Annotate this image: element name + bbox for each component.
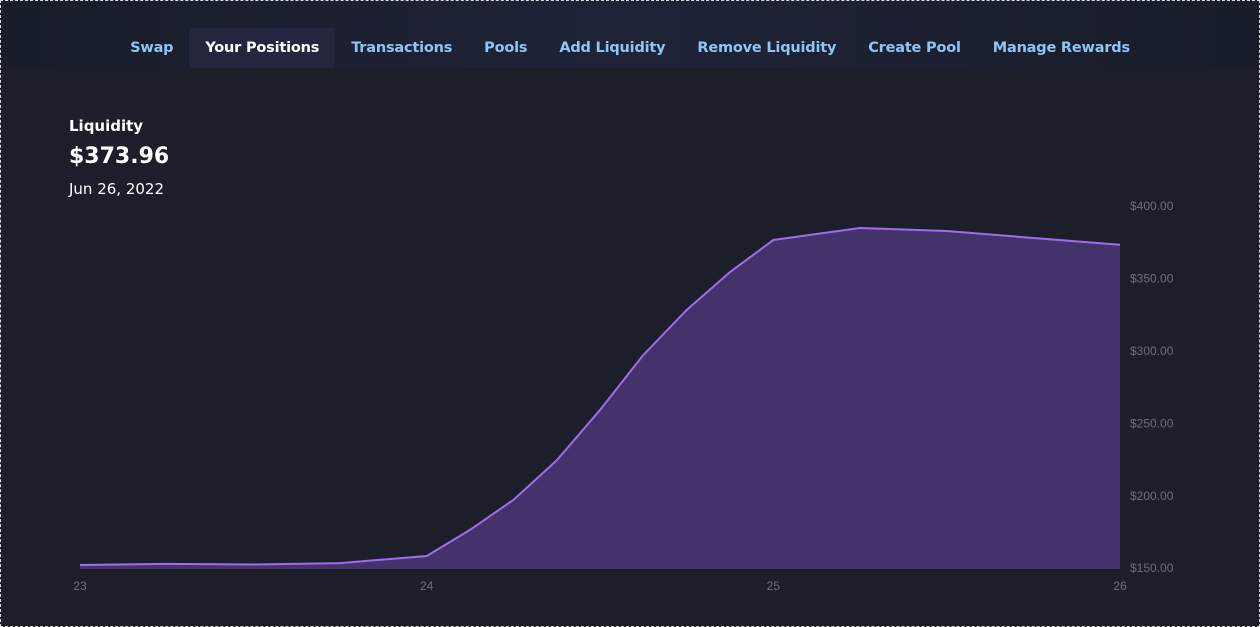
x-tick-label: 24 [420,579,434,593]
nav-tab[interactable]: Add Liquidity [559,40,666,56]
x-tick-label: 26 [1113,579,1127,593]
nav-tab[interactable]: Manage Rewards [992,40,1130,56]
x-tick-label: 25 [767,579,781,593]
area-fill [80,227,1120,569]
nav-tab[interactable]: Pools [484,40,528,56]
nav-tab[interactable]: Remove Liquidity [697,40,837,56]
y-tick-label: $350.00 [1130,272,1174,286]
metric-value: $373.96 [69,144,170,169]
metric-date: Jun 26, 2022 [69,180,165,198]
nav-tab[interactable]: Swap [130,40,174,56]
y-tick-label: $250.00 [1130,416,1174,430]
nav-tab[interactable]: Create Pool [868,40,961,56]
y-tick-label: $400.00 [1130,199,1174,213]
y-tick-label: $150.00 [1130,561,1174,575]
nav: Swap Your Positions Transactions Pools Add L… [0,28,1260,68]
nav-tab[interactable]: Transactions [351,40,453,56]
line [79,226,1121,566]
nav-tab[interactable]: Your Positions [189,28,336,68]
y-tick-label: $200.00 [1130,489,1174,503]
metric-label: Liquidity [69,117,144,135]
x-tick-label: 23 [73,579,87,593]
y-tick-label: $300.00 [1130,344,1174,358]
